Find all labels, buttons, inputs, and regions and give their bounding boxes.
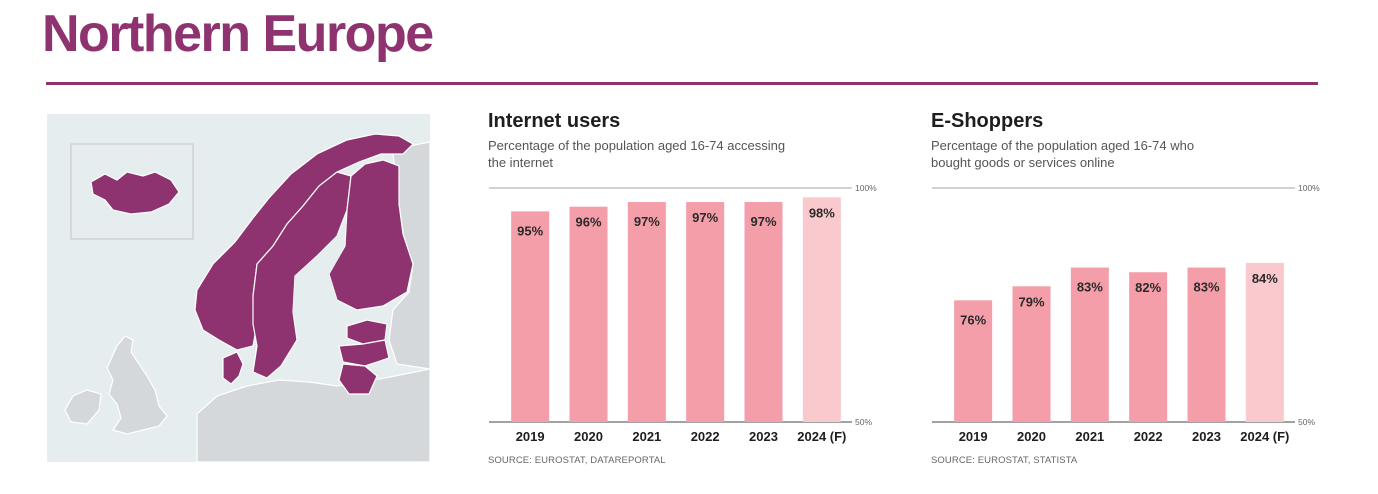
chart-internet-users-plot: 100% 50% 95% 2019 96% 2020 97% 2021 97% 2022 97% 20… bbox=[489, 183, 877, 444]
bar-value-label: 84% bbox=[1252, 271, 1278, 286]
page-title: Northern Europe bbox=[42, 5, 434, 63]
bar-value-label: 97% bbox=[692, 210, 718, 225]
map-iceland-inset bbox=[70, 143, 194, 240]
bar-value-label: 97% bbox=[634, 214, 660, 229]
y-tick-label: 100% bbox=[1298, 183, 1320, 193]
y-tick-label: 50% bbox=[855, 417, 872, 427]
bar bbox=[686, 202, 725, 422]
chart-subtitle: Percentage of the population aged 16-74 … bbox=[488, 138, 786, 170]
bar bbox=[511, 211, 550, 422]
chart-title: E-Shoppers bbox=[931, 110, 1044, 132]
bar-value-label: 97% bbox=[750, 214, 776, 229]
x-tick-label: 2023 bbox=[749, 429, 778, 444]
bar bbox=[954, 300, 993, 422]
map-svg bbox=[47, 114, 430, 462]
bar-value-label: 96% bbox=[575, 215, 601, 230]
bar-value-label: 79% bbox=[1018, 294, 1044, 309]
map-land-latvia bbox=[338, 339, 390, 367]
map-land-britain bbox=[106, 335, 168, 435]
bar bbox=[1187, 267, 1226, 422]
x-tick-label: 2019 bbox=[959, 429, 988, 444]
bar bbox=[1012, 286, 1051, 422]
map-baltic-sea bbox=[293, 222, 347, 346]
bar bbox=[744, 202, 783, 422]
bar bbox=[1070, 267, 1109, 422]
chart-subtitle: Percentage of the population aged 16-74 … bbox=[931, 138, 1195, 170]
x-tick-label: 2020 bbox=[574, 429, 603, 444]
chart-title: Internet users bbox=[488, 110, 621, 132]
x-tick-label: 2023 bbox=[1192, 429, 1221, 444]
x-tick-label: 2020 bbox=[1017, 429, 1046, 444]
map-land-iceland bbox=[90, 171, 180, 215]
bar-value-label: 83% bbox=[1077, 280, 1103, 295]
bar-value-label: 76% bbox=[960, 312, 986, 327]
y-tick-label: 50% bbox=[1298, 417, 1315, 427]
bar bbox=[1129, 272, 1168, 422]
map-land-lithuania bbox=[338, 363, 378, 395]
northern-europe-map bbox=[47, 114, 430, 462]
chart-source: SOURCE: EUROSTAT, DATAREPORTAL bbox=[488, 455, 666, 466]
bar-value-label: 95% bbox=[517, 223, 543, 238]
x-tick-label: 2019 bbox=[516, 429, 545, 444]
x-tick-label: 2021 bbox=[632, 429, 661, 444]
x-tick-label: 2022 bbox=[1134, 429, 1163, 444]
map-land-norway bbox=[194, 133, 414, 351]
bar bbox=[1245, 262, 1284, 422]
y-tick-label: 100% bbox=[855, 183, 877, 193]
bar-value-label: 83% bbox=[1193, 280, 1219, 295]
chart-e-shoppers-plot: 100% 50% 76% 2019 79% 2020 83% 2021 82% 2022 83% 20… bbox=[932, 183, 1320, 444]
x-tick-label: 2024 (F) bbox=[1240, 429, 1289, 444]
bar bbox=[627, 202, 666, 422]
chart-e-shoppers: 100% 50% 76% 2019 79% 2020 83% 2021 82% 2022 83% 20… bbox=[929, 108, 1369, 478]
x-tick-label: 2022 bbox=[691, 429, 720, 444]
map-land-ireland bbox=[64, 389, 102, 425]
title-divider bbox=[46, 82, 1318, 85]
x-tick-label: 2021 bbox=[1075, 429, 1104, 444]
map-land-denmark bbox=[222, 351, 244, 385]
bar-value-label: 98% bbox=[809, 205, 835, 220]
chart-internet-users: 100% 50% 95% 2019 96% 2020 97% 2021 97% 2022 97% 20… bbox=[486, 108, 926, 478]
bar-value-label: 82% bbox=[1135, 280, 1161, 295]
chart-source: SOURCE: EUROSTAT, STATISTA bbox=[931, 455, 1078, 466]
x-tick-label: 2024 (F) bbox=[797, 429, 846, 444]
bar bbox=[802, 197, 841, 422]
bar bbox=[569, 206, 608, 422]
